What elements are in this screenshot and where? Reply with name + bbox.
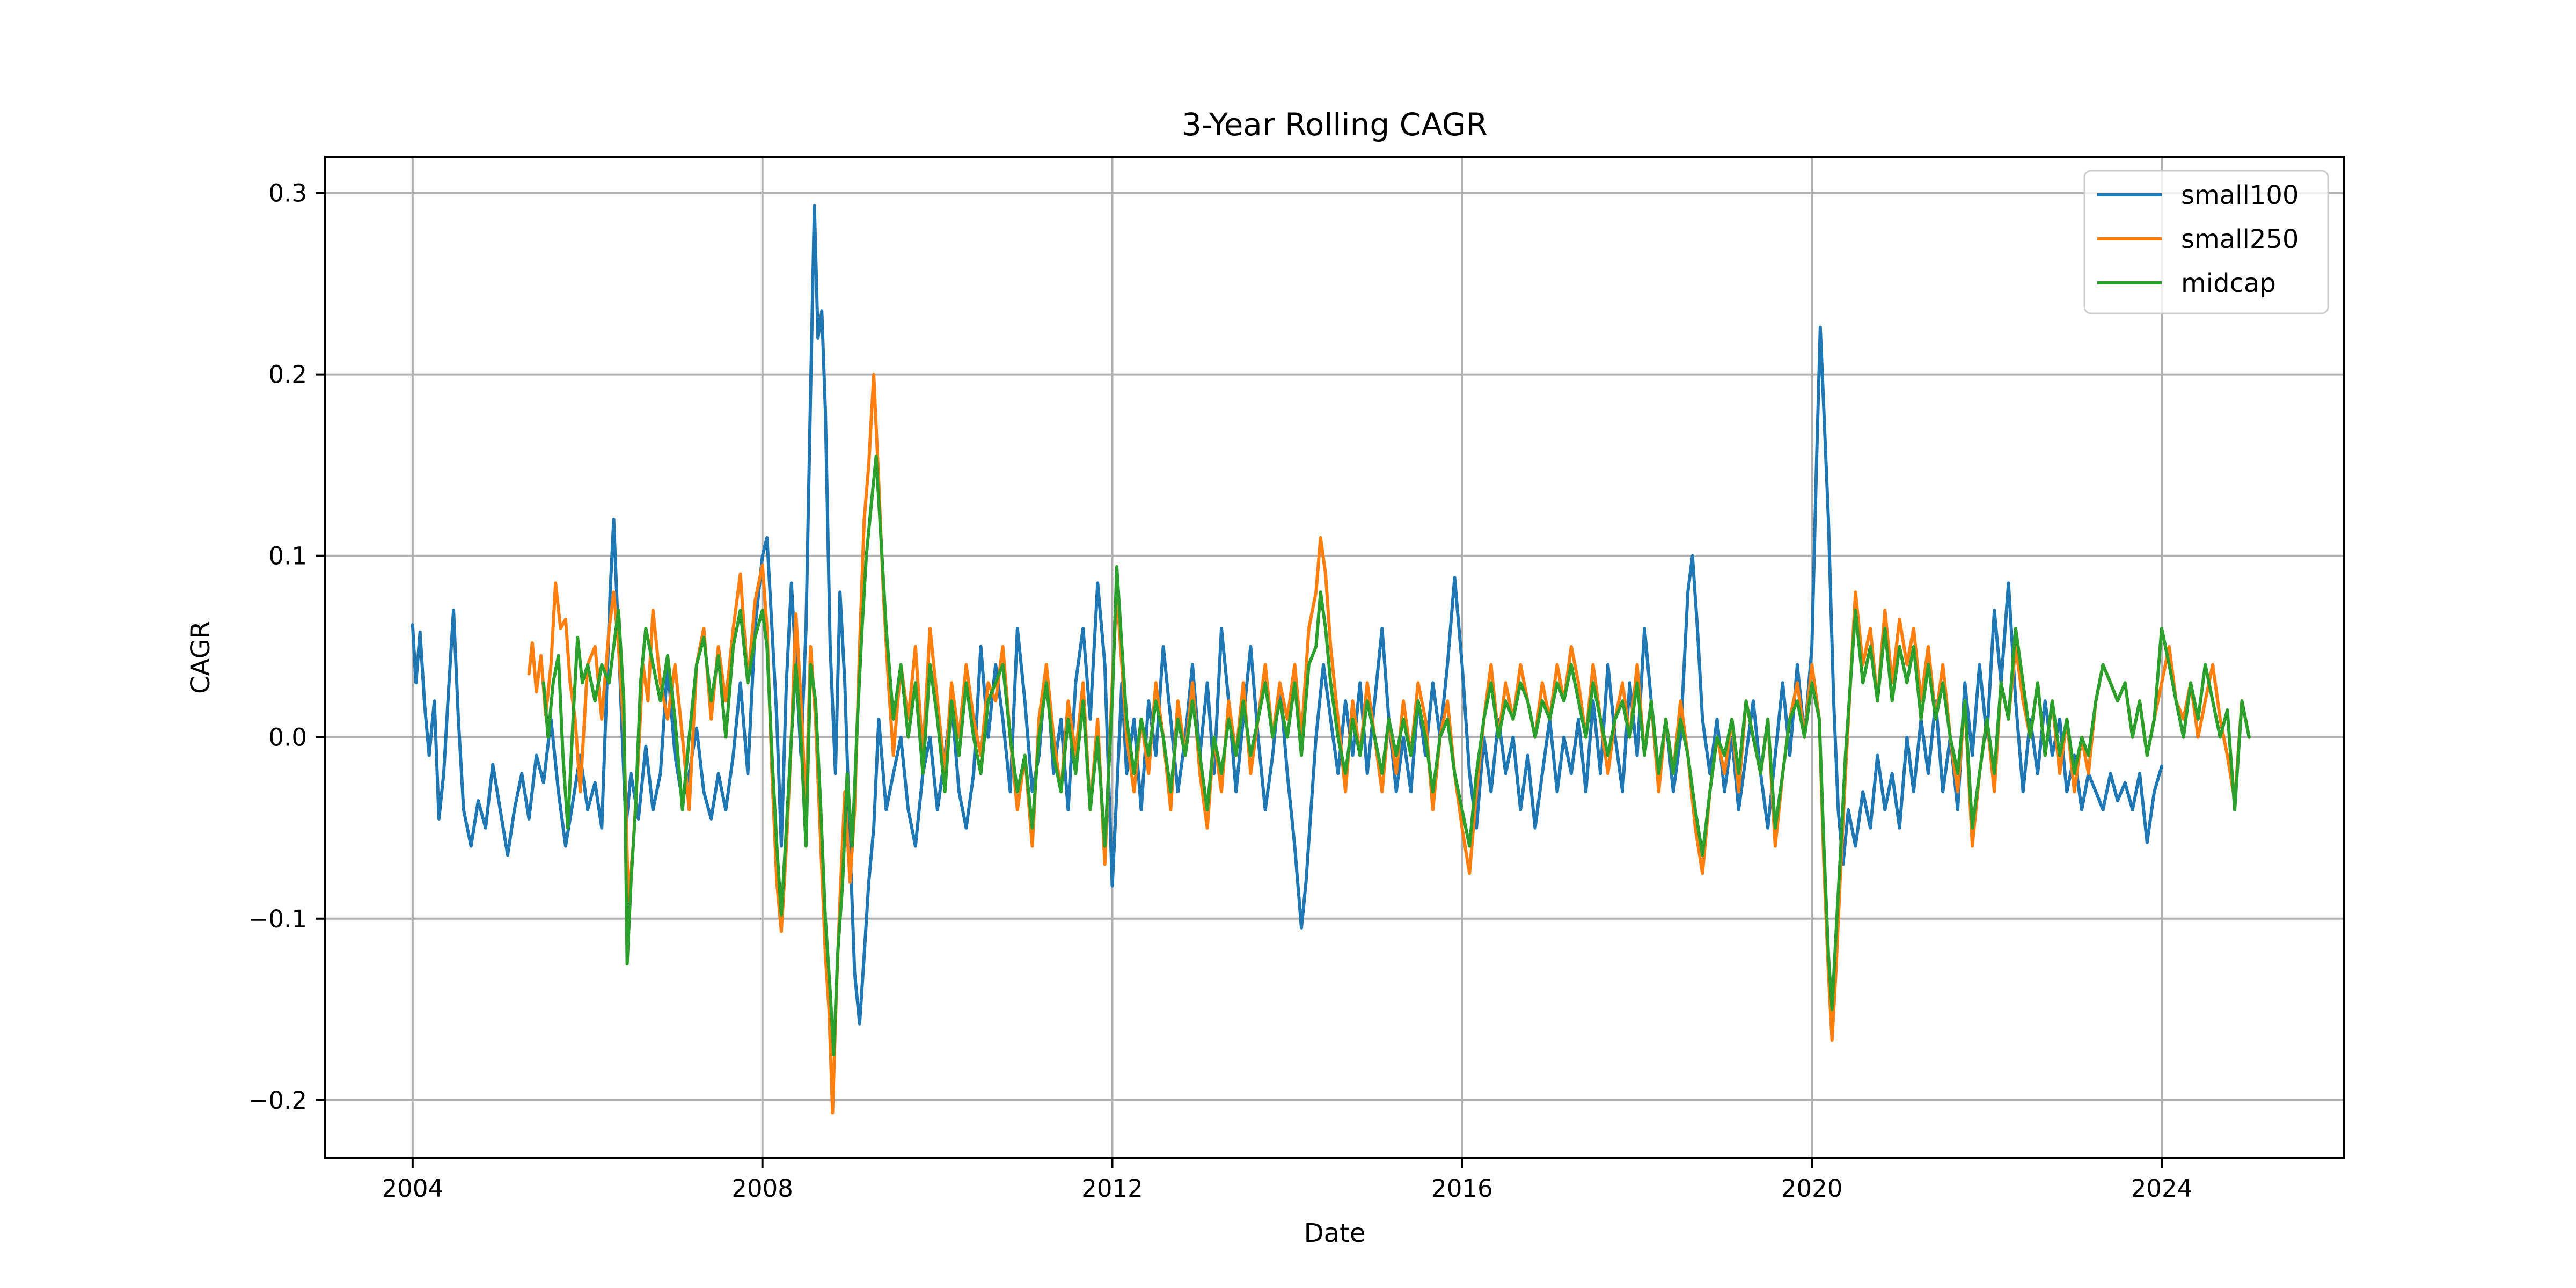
- y-tick-label: 0.0: [268, 723, 307, 752]
- x-tick-label: 2012: [1081, 1174, 1143, 1203]
- legend-label-midcap: midcap: [2181, 268, 2276, 298]
- chart-title: 3-Year Rolling CAGR: [1182, 106, 1488, 143]
- x-tick-label: 2008: [731, 1174, 793, 1203]
- series-line-midcap: [541, 454, 2251, 1057]
- y-tick-label: −0.2: [248, 1086, 307, 1115]
- x-tick-label: 2020: [1781, 1174, 1843, 1203]
- x-tick-label: 2016: [1431, 1174, 1493, 1203]
- y-tick-label: 0.3: [268, 179, 307, 208]
- y-tick-label: −0.1: [248, 905, 307, 933]
- series-layer: [411, 204, 2251, 1115]
- legend-label-small100: small100: [2181, 180, 2299, 210]
- y-tick-label: 0.2: [268, 361, 307, 389]
- x-tick-label: 2004: [382, 1174, 444, 1203]
- legend-label-small250: small250: [2181, 224, 2299, 254]
- y-tick-label: 0.1: [268, 542, 307, 570]
- legend: small100 small250 midcap: [2083, 170, 2329, 314]
- ticks: 2004 2008 2012 2016 2020 2024 −0.2 −0.1 0.0 0.1 0.…: [248, 179, 2193, 1203]
- x-axis-label: Date: [1304, 1218, 1366, 1248]
- plot-frame: [324, 156, 2345, 1159]
- y-axis-label: CAGR: [186, 621, 216, 694]
- x-tick-label: 2024: [2131, 1174, 2193, 1203]
- legend-box: [2083, 170, 2329, 314]
